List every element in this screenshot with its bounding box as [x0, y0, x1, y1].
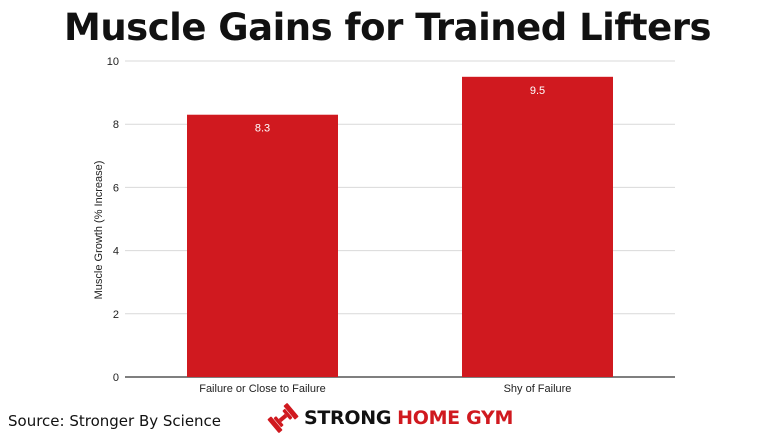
bar	[462, 76, 613, 378]
bar	[187, 114, 338, 377]
data-label: 9.5	[530, 85, 545, 97]
y-tick-label: 6	[113, 182, 119, 194]
y-tick-label: 0	[113, 372, 119, 384]
y-tick-label: 10	[107, 56, 119, 68]
labels: 0 2 4 6 8 10 8.3 Failure or Close to Failure 9.5…	[107, 56, 572, 395]
y-axis-title: Muscle Growth (% Increase)	[93, 161, 105, 300]
brand-name-home-gym: HOME GYM	[397, 407, 514, 429]
x-tick-label: Shy of Failure	[504, 383, 572, 395]
source-text: Source: Stronger By Science	[8, 412, 222, 430]
brand-name-strong: STRONG	[304, 407, 392, 429]
x-tick-label: Failure or Close to Failure	[199, 383, 326, 395]
bars	[187, 76, 613, 378]
y-tick-label: 2	[113, 309, 119, 321]
data-label: 8.3	[255, 123, 270, 135]
y-tick-label: 8	[113, 119, 119, 131]
y-tick-label: 4	[113, 246, 119, 258]
dumbbell-icon	[267, 403, 299, 433]
brand-logo: STRONG HOME GYM	[266, 402, 513, 434]
chart-title: Muscle Gains for Trained Lifters	[64, 6, 711, 49]
